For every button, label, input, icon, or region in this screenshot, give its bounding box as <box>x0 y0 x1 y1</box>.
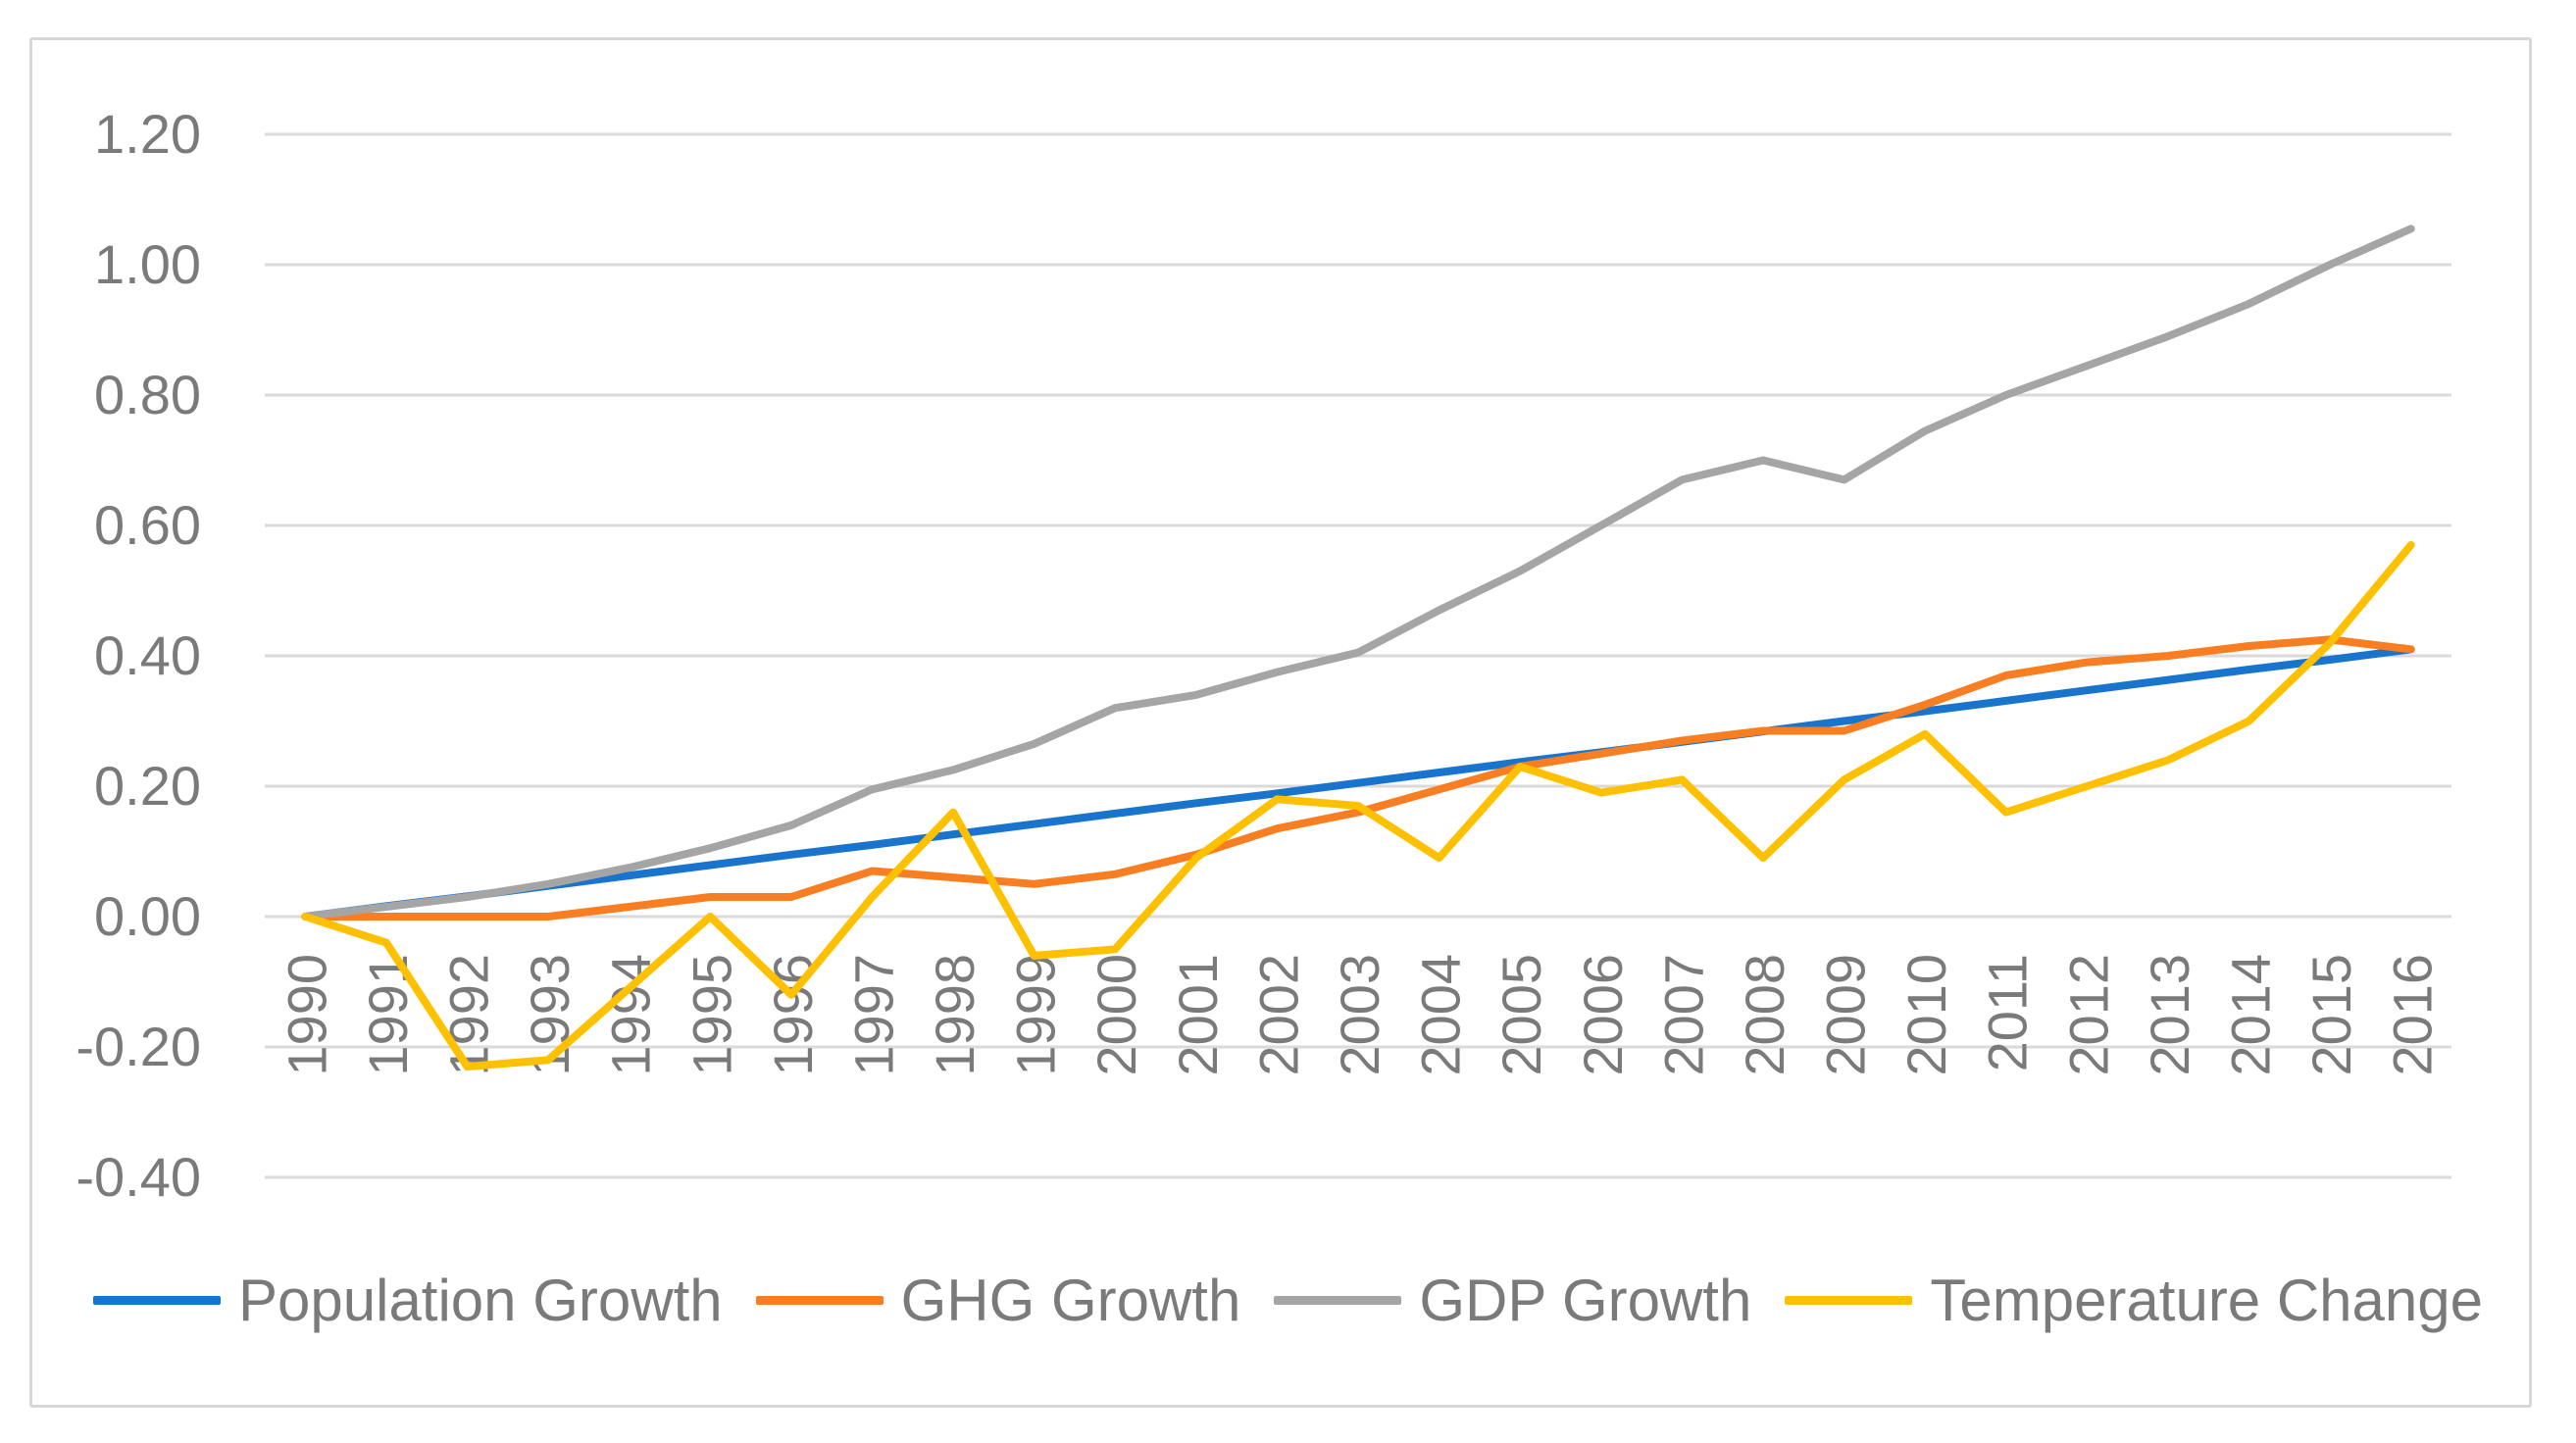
x-axis-tick-label: 2011 <box>1977 954 2039 1071</box>
x-axis-tick-label: 2005 <box>1490 954 1552 1076</box>
series-line-gdp-growth <box>301 224 2415 921</box>
x-axis-tick-label: 2015 <box>2300 954 2362 1076</box>
x-axis-tick-label: 2004 <box>1410 954 1472 1076</box>
y-axis-tick-label: -0.40 <box>76 1146 201 1208</box>
chart-legend: Population Growth GHG Growth GDP Growth … <box>0 1261 2576 1339</box>
x-axis-tick-label: 2002 <box>1247 954 1309 1076</box>
y-axis-tick-label: -0.20 <box>76 1016 201 1077</box>
x-axis-tick-label: 1998 <box>924 954 985 1076</box>
x-axis-tick-label: 2008 <box>1734 954 1795 1076</box>
ghg-growth-line-swatch <box>755 1295 884 1305</box>
legend-label: Population Growth <box>237 1267 723 1333</box>
population-growth-line-swatch <box>92 1295 221 1305</box>
series-line-ghg-growth <box>301 635 2415 921</box>
temperature-change-line-swatch <box>1785 1295 1913 1305</box>
x-axis-tick-label: 1995 <box>681 954 742 1076</box>
legend-label: GHG Growth <box>900 1267 1241 1333</box>
x-axis-tick-label: 2013 <box>2139 954 2200 1076</box>
x-axis-tick-label: 2007 <box>1652 954 1714 1076</box>
y-axis-tick-label: 1.00 <box>94 233 201 295</box>
series-line-temperature-change <box>301 541 2415 1070</box>
series-line-population-growth <box>301 645 2415 921</box>
y-axis-tick-label: 0.80 <box>94 364 201 425</box>
x-axis-tick-label: 1997 <box>842 954 904 1076</box>
x-axis-tick-label: 2009 <box>1815 954 1877 1076</box>
x-axis-tick-label: 2010 <box>1895 954 1957 1076</box>
x-axis-tick-label: 2003 <box>1329 954 1390 1076</box>
legend-item-ghg-growth: GHG Growth <box>755 1267 1241 1334</box>
x-axis-tick-label: 1999 <box>1005 954 1067 1076</box>
y-axis-tick-label: 0.00 <box>94 885 201 947</box>
x-axis-tick-label: 2014 <box>2220 954 2282 1076</box>
x-axis-tick-label: 2006 <box>1572 954 1634 1076</box>
legend-item-population-growth: Population Growth <box>92 1267 723 1334</box>
y-axis-tick-label: 0.20 <box>94 755 201 817</box>
y-axis-tick-label: 1.20 <box>94 103 201 165</box>
x-axis-tick-label: 1994 <box>600 954 662 1076</box>
y-axis-tick-label: 0.60 <box>94 494 201 556</box>
x-axis-tick-label: 1990 <box>276 954 337 1076</box>
x-axis-tick-label: 2001 <box>1167 954 1229 1076</box>
x-axis-tick-label: 2012 <box>2057 954 2119 1076</box>
legend-item-gdp-growth: GDP Growth <box>1274 1267 1751 1334</box>
y-axis-tick-label: 0.40 <box>94 624 201 686</box>
legend-label: GDP Growth <box>1419 1267 1752 1333</box>
x-axis-tick-label: 2000 <box>1086 954 1147 1076</box>
legend-label: Temperature Change <box>1930 1267 2484 1333</box>
x-axis-tick-label: 1992 <box>437 954 499 1076</box>
legend-item-temperature-change: Temperature Change <box>1785 1267 2483 1334</box>
gdp-growth-line-swatch <box>1274 1295 1402 1305</box>
x-axis-tick-label: 2016 <box>2382 954 2444 1076</box>
